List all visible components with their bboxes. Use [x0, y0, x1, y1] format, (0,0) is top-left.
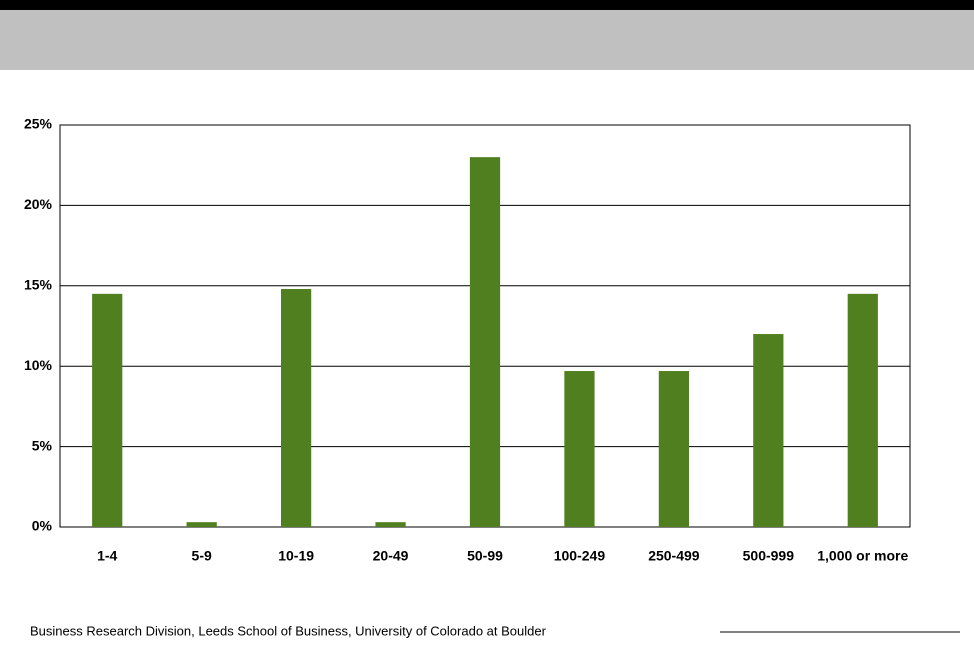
x-tick-label: 5-9	[192, 548, 212, 564]
y-tick-label: 15%	[24, 277, 53, 293]
y-tick-label: 0%	[32, 518, 53, 534]
x-tick-label: 1,000 or more	[817, 548, 908, 564]
header-band	[0, 10, 974, 70]
bar	[658, 371, 689, 527]
x-tick-label: 50-99	[467, 548, 503, 564]
bar	[92, 293, 123, 527]
x-tick-label: 100-249	[554, 548, 606, 564]
bar	[564, 371, 595, 527]
x-tick-label: 250-499	[648, 548, 700, 564]
x-tick-label: 10-19	[278, 548, 314, 564]
x-tick-label: 1-4	[97, 548, 117, 564]
top-bar	[0, 0, 974, 10]
source-note: Business Research Division, Leeds School…	[30, 623, 547, 638]
bar	[281, 289, 312, 527]
y-tick-label: 20%	[24, 196, 53, 212]
y-tick-label: 10%	[24, 357, 53, 373]
x-tick-label: 20-49	[373, 548, 409, 564]
bar	[847, 293, 878, 527]
bar	[375, 522, 406, 527]
x-tick-label: 500-999	[743, 548, 795, 564]
bar	[469, 157, 501, 527]
y-tick-label: 5%	[32, 437, 53, 453]
bar	[186, 522, 217, 527]
bar	[753, 334, 784, 527]
y-tick-label: 25%	[24, 116, 53, 132]
